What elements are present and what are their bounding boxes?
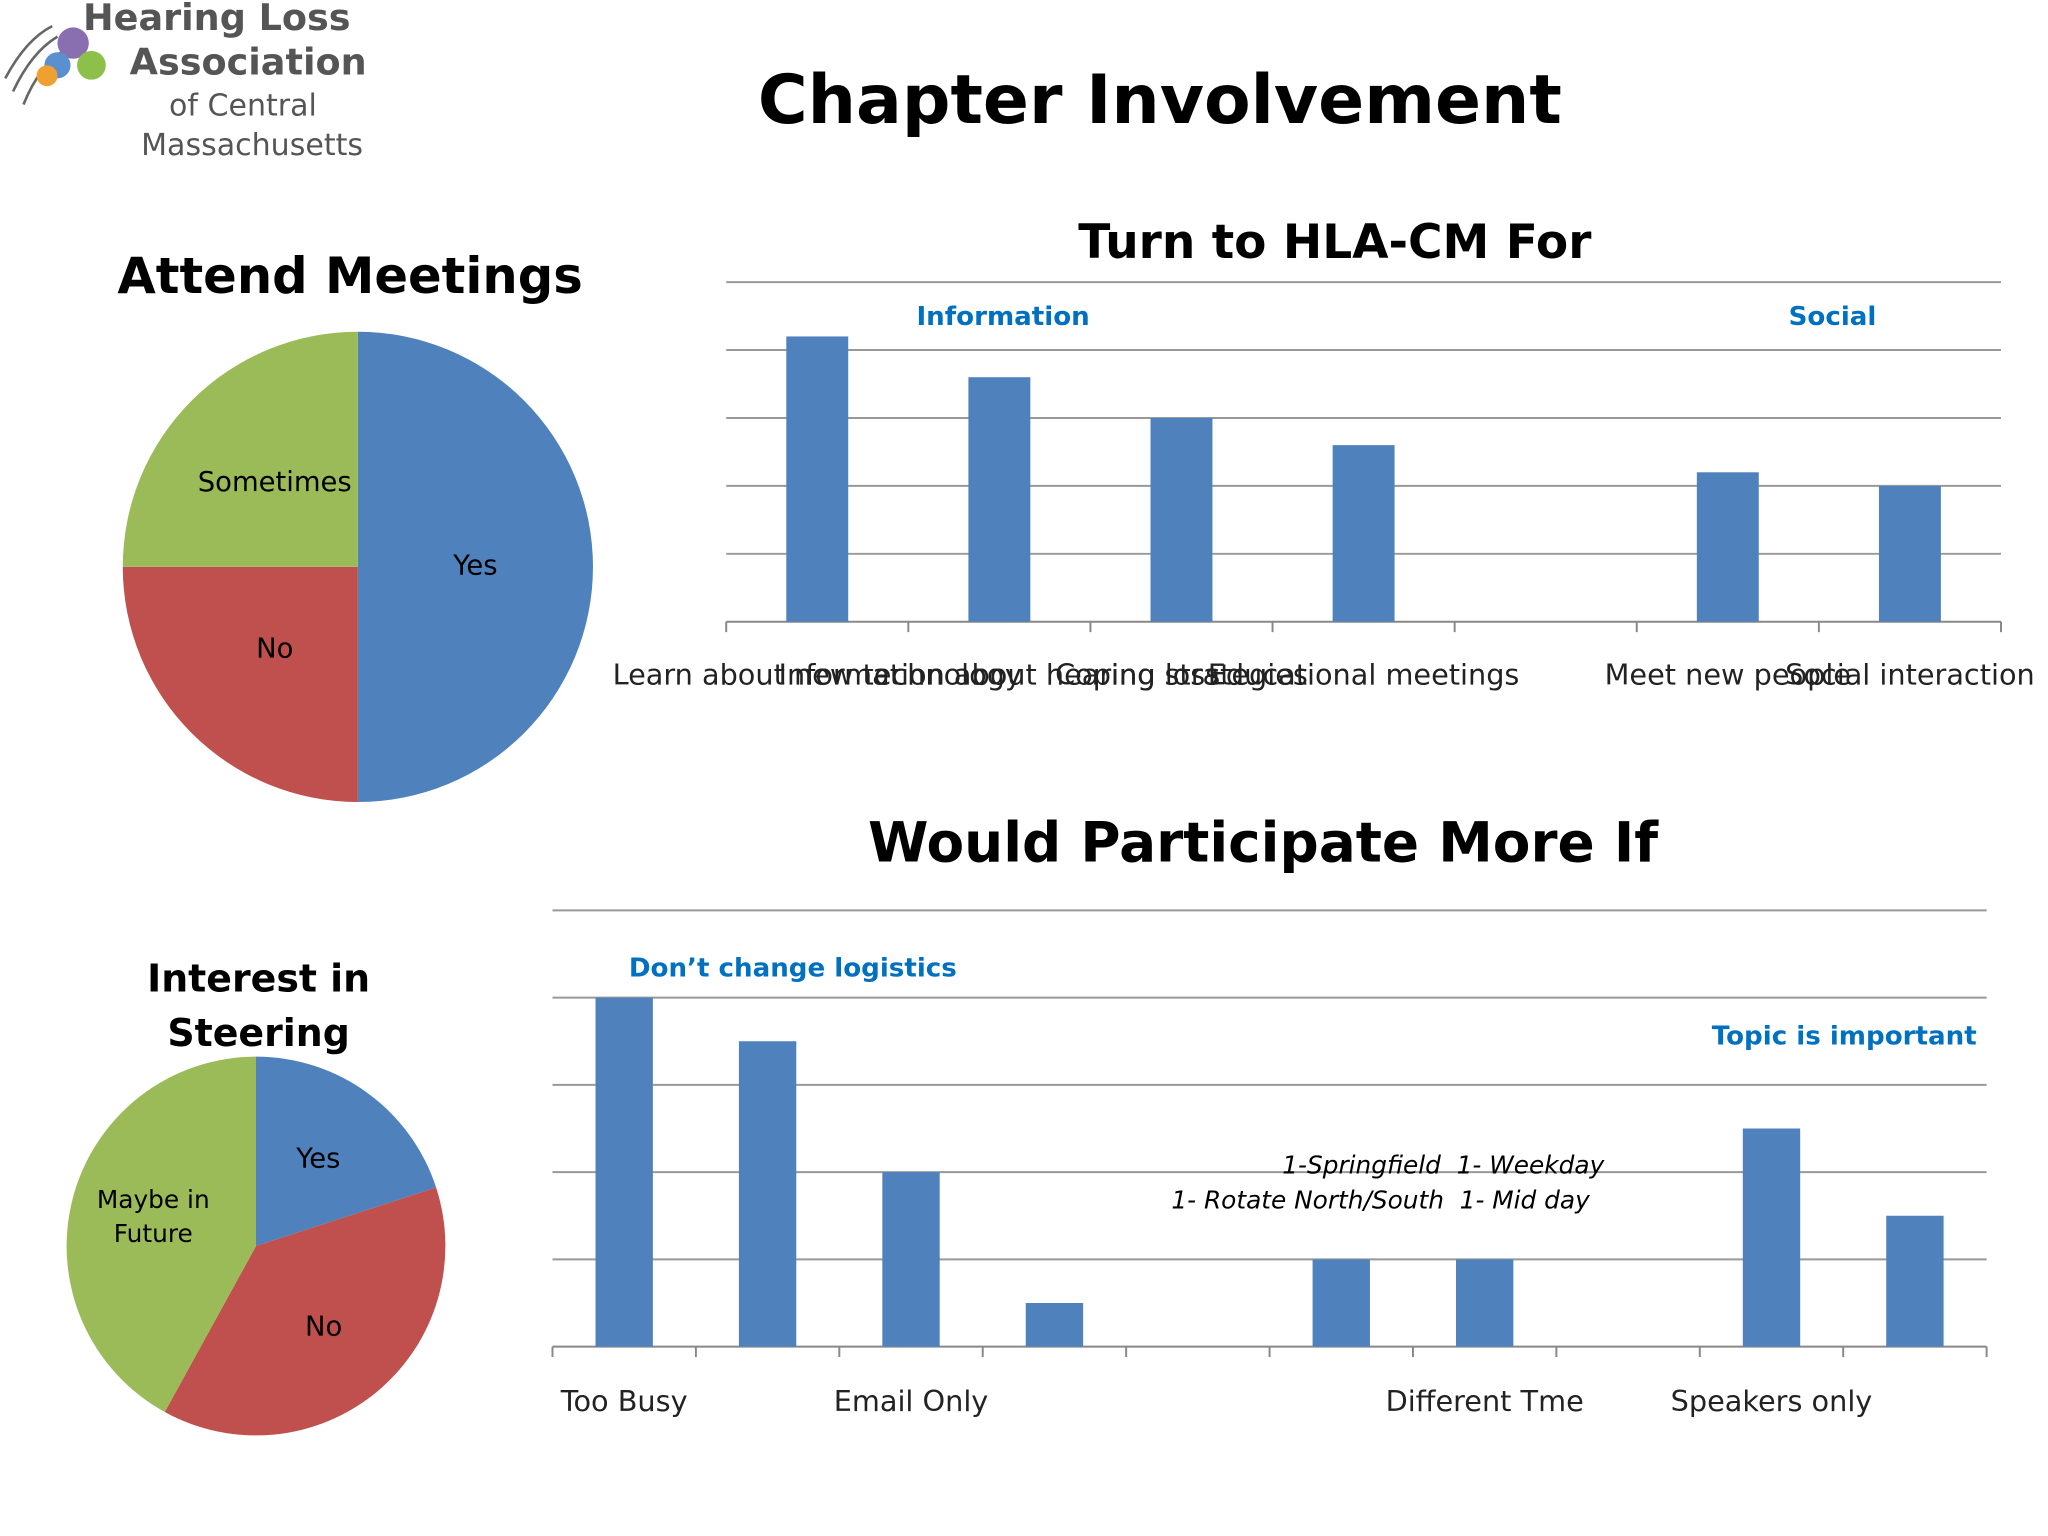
pie-slice — [122, 566, 358, 802]
x-tick-label: Information about hearing loss — [779, 658, 1221, 692]
slice-label: Yes — [452, 550, 497, 581]
pie-slice — [256, 1056, 437, 1247]
slice-label: No — [256, 633, 293, 664]
annotation: 1-Springfield 1- Weekday — [1282, 1150, 1604, 1179]
pie-slice — [122, 331, 358, 567]
x-tick-label: Different Tme — [1386, 1384, 1584, 1418]
bar — [1025, 1302, 1084, 1347]
pie-slice — [164, 1187, 446, 1436]
x-tick-label: Meet new people — [1605, 658, 1851, 692]
annotation: 1- Rotate North/South 1- Mid day — [1171, 1186, 1590, 1215]
chart-title: Would Participate More If — [868, 810, 1659, 874]
logo-mark — [4, 24, 106, 105]
bar — [1332, 445, 1395, 622]
chart-title-box: Interest in Steering Committee — [142, 956, 375, 1068]
annotation: Don’t change logistics — [629, 954, 957, 984]
bar — [738, 1041, 797, 1347]
x-tick-label: Too Busy — [560, 1384, 688, 1418]
annotation: Topic is important — [1712, 1022, 1977, 1052]
bar — [595, 997, 653, 1347]
bar — [882, 1172, 940, 1347]
bar — [1878, 485, 1941, 622]
pie-slice — [66, 1056, 257, 1413]
logo-text: Hearing Loss — [83, 0, 351, 39]
slice-label: Maybe in Future — [96, 1185, 210, 1249]
annotation: Social — [1789, 302, 1877, 332]
chart-title: Turn to HLA-CM For — [1078, 215, 1592, 270]
chart-title: Interest in Steering Committee — [142, 956, 375, 1068]
logo-text: Massachusetts — [141, 128, 363, 163]
logo-text: of Central — [169, 89, 317, 124]
slice-label: Yes — [295, 1144, 340, 1175]
bar — [1742, 1128, 1801, 1347]
x-tick-label: Educational meetings — [1208, 658, 1520, 692]
bar — [968, 377, 1031, 622]
x-tick-label: Social interaction — [1785, 658, 2035, 692]
x-tick-label: Learn about new technology — [613, 658, 1022, 692]
chart-title: Attend Meetings — [117, 247, 582, 305]
x-tick-label: Speakers only — [1671, 1384, 1873, 1418]
bar — [1696, 472, 1759, 622]
slice-label: No — [305, 1311, 342, 1342]
bar — [1886, 1215, 1944, 1347]
bar — [1150, 417, 1213, 622]
bar — [786, 336, 849, 622]
slice-label-box: Maybe in Future — [96, 1185, 210, 1249]
bar — [1312, 1259, 1370, 1347]
bar — [1455, 1259, 1514, 1347]
logo-text: Association — [130, 41, 367, 84]
x-tick-label: Email Only — [834, 1384, 989, 1418]
slide-title: Chapter Involvement — [758, 61, 1562, 140]
annotation: Information — [916, 302, 1089, 332]
pie-slice — [357, 331, 593, 802]
slice-label: Sometimes — [198, 467, 352, 498]
x-tick-label: Coping strategies — [1055, 658, 1308, 692]
